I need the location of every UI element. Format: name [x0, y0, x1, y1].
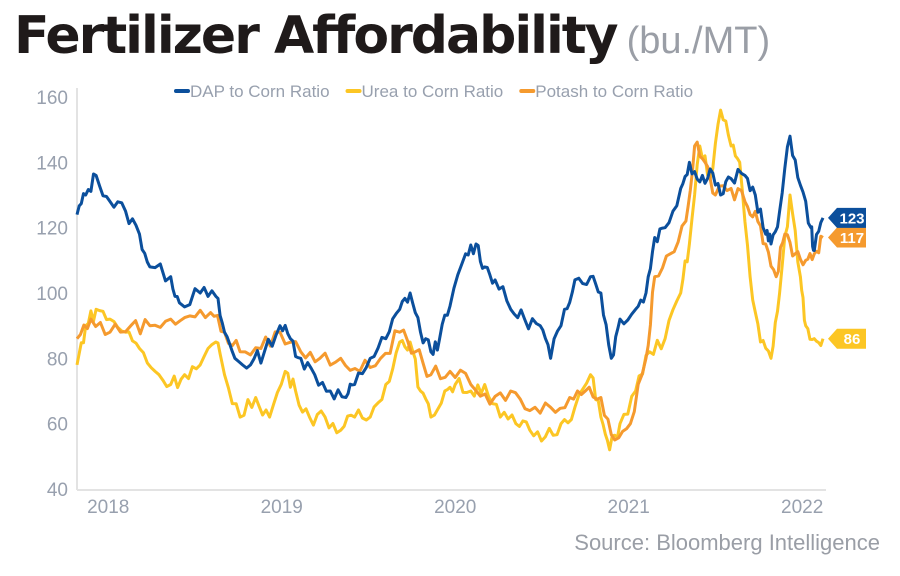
end-value-badge	[828, 328, 866, 349]
y-tick-label: 120	[36, 219, 68, 240]
end-value-label: 123	[839, 210, 864, 227]
x-tick-label: 2021	[608, 497, 650, 518]
y-tick-label: 160	[36, 88, 68, 109]
y-tick-label: 80	[47, 349, 68, 370]
series-line-urea	[75, 108, 825, 452]
source-note: Source: Bloomberg Intelligence	[574, 530, 880, 555]
y-tick-label: 100	[36, 284, 68, 305]
title-text: Fertilizer Affordability	[14, 6, 619, 66]
legend-label: Urea to Corn Ratio	[362, 82, 504, 101]
y-tick-label: 140	[36, 153, 68, 174]
x-tick-label: 2020	[434, 497, 476, 518]
x-tick-label: 2022	[781, 497, 823, 518]
legend-label: DAP to Corn Ratio	[190, 82, 330, 101]
title-unit: (bu./MT)	[626, 20, 771, 62]
y-tick-label: 40	[47, 480, 68, 501]
series-line-dap	[75, 134, 825, 401]
end-value-label: 117	[840, 230, 864, 247]
x-tick-label: 2018	[87, 497, 129, 518]
series-line-potash	[75, 140, 824, 442]
end-value-badge	[828, 207, 866, 228]
end-value-badge	[828, 227, 866, 248]
x-tick-label: 2019	[261, 497, 303, 518]
legend-label: Potash to Corn Ratio	[535, 82, 693, 101]
y-tick-label: 60	[47, 415, 68, 436]
chart-title: Fertilizer Affordability (bu./MT)	[14, 6, 770, 66]
end-value-label: 86	[844, 331, 861, 348]
